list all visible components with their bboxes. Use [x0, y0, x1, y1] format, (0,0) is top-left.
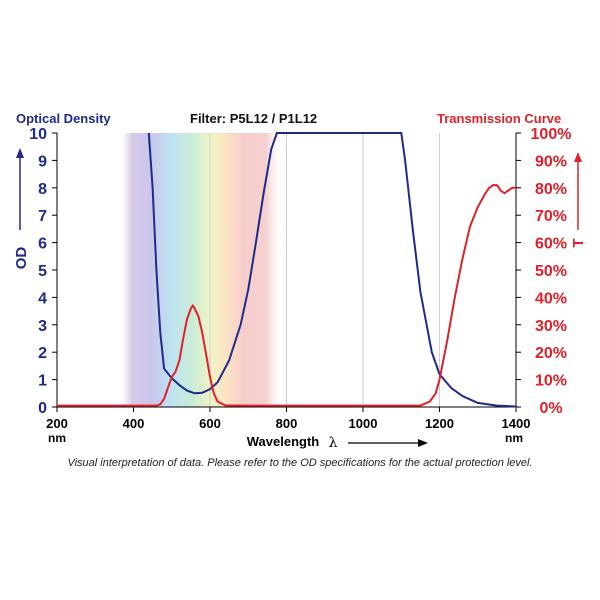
- left-tick-label: 6: [38, 236, 47, 253]
- left-tick-label: 5: [38, 263, 47, 280]
- x-axis-ticks: 200 400 600 800 1000 1200 1400: [46, 407, 530, 431]
- od-curve: [147, 132, 517, 408]
- left-tick-label: 4: [38, 290, 47, 307]
- right-tick-label: 70%: [535, 208, 567, 225]
- right-tick-label: 20%: [535, 345, 567, 362]
- x-tick-label: 1000: [349, 416, 378, 431]
- filter-title: Filter: P5L12 / P1L12: [190, 111, 318, 126]
- left-tick-label: 0: [38, 400, 47, 417]
- x-tick-label: 1200: [425, 416, 454, 431]
- t-axis-title: T: [570, 152, 587, 248]
- right-tick-label: 80%: [535, 181, 567, 198]
- od-axis-header: Optical Density: [16, 111, 111, 126]
- x-tick-label: 800: [276, 416, 298, 431]
- left-tick-label: 8: [38, 181, 47, 198]
- x-tick-label: 600: [199, 416, 221, 431]
- left-tick-label: 1: [38, 373, 47, 390]
- x-axis-arrowhead: [418, 439, 428, 447]
- right-tick-label: 90%: [535, 153, 567, 170]
- left-tick-label: 7: [38, 208, 47, 225]
- left-tick-label: 2: [38, 345, 47, 362]
- x-unit-left: nm: [48, 431, 66, 445]
- od-axis-title: OD: [13, 148, 30, 269]
- right-tick-label: 50%: [535, 263, 567, 280]
- right-axis-ticks: 0% 10% 20% 30% 40% 50% 60% 70% 80% 90% 100%: [516, 126, 571, 417]
- t-axis-arrowhead: [574, 152, 582, 162]
- x-unit-right: nm: [505, 431, 523, 445]
- visible-spectrum-band: [118, 133, 283, 407]
- right-tick-label: 10%: [535, 373, 567, 390]
- x-axis-title: Wavelength λ nm nm: [48, 431, 523, 451]
- x-tick-label: 200: [46, 416, 68, 431]
- right-tick-label: 0%: [539, 400, 562, 417]
- left-axis-ticks: 0 1 2 3 4 5 6 7 8 9 10: [29, 126, 57, 417]
- x-tick-label: 1400: [502, 416, 531, 431]
- x-gridlines: [133, 133, 440, 407]
- left-tick-label: 3: [38, 318, 47, 335]
- transmission-curve: [57, 184, 516, 407]
- right-tick-label: 60%: [535, 236, 567, 253]
- x-axis-lambda: λ: [329, 435, 338, 451]
- right-tick-label: 30%: [535, 318, 567, 335]
- footnote: Visual interpretation of data. Please re…: [67, 457, 533, 469]
- left-tick-label: 10: [29, 126, 47, 143]
- od-axis-arrowhead: [16, 148, 24, 158]
- left-tick-label: 9: [38, 153, 47, 170]
- x-tick-label: 400: [123, 416, 145, 431]
- right-tick-label: 100%: [531, 126, 572, 143]
- x-axis-label: Wavelength: [247, 434, 320, 449]
- t-axis-label: T: [570, 238, 587, 247]
- transmission-axis-header: Transmission Curve: [437, 111, 562, 126]
- od-axis-label: OD: [13, 247, 30, 270]
- right-tick-label: 40%: [535, 290, 567, 307]
